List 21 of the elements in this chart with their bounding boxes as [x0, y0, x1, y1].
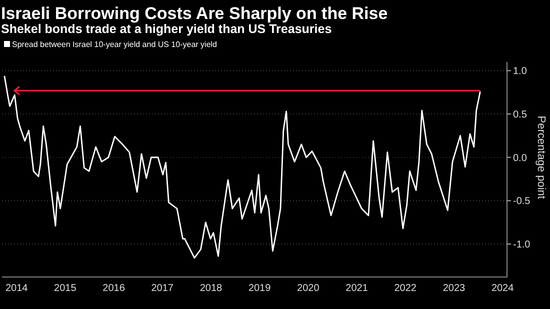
legend-label: Spread between Israel 10-year yield and US 10-year yield: [12, 40, 218, 49]
y-tick-label: 0.0: [513, 152, 528, 164]
x-tick-label: 2018: [200, 283, 223, 294]
x-tick-label: 2023: [442, 283, 466, 294]
y-axis-title: Percentage point: [535, 116, 547, 199]
x-tick-label: 2015: [54, 283, 77, 294]
x-tick-label: 2014: [5, 283, 28, 294]
x-tick-label: 2019: [248, 283, 272, 294]
y-tick-label: -1.0: [513, 240, 531, 251]
x-tick-label: 2024: [491, 283, 514, 294]
x-tick-label: 2022: [394, 283, 417, 294]
x-tick-label: 2021: [346, 283, 368, 294]
x-tick-label: 2017: [151, 283, 174, 294]
x-tick-label: 2016: [102, 283, 126, 294]
x-tick-label: 2020: [297, 283, 320, 294]
chart-title: Israeli Borrowing Costs Are Sharply on the Rise: [1, 4, 388, 23]
chart-subtitle: Shekel bonds trade at a higher yield than US Treasuries: [1, 22, 332, 36]
y-tick-label: 0.5: [513, 110, 528, 121]
y-tick-label: 1.0: [513, 66, 528, 78]
y-tick-label: -0.5: [513, 196, 531, 208]
line-series: [4, 75, 481, 259]
